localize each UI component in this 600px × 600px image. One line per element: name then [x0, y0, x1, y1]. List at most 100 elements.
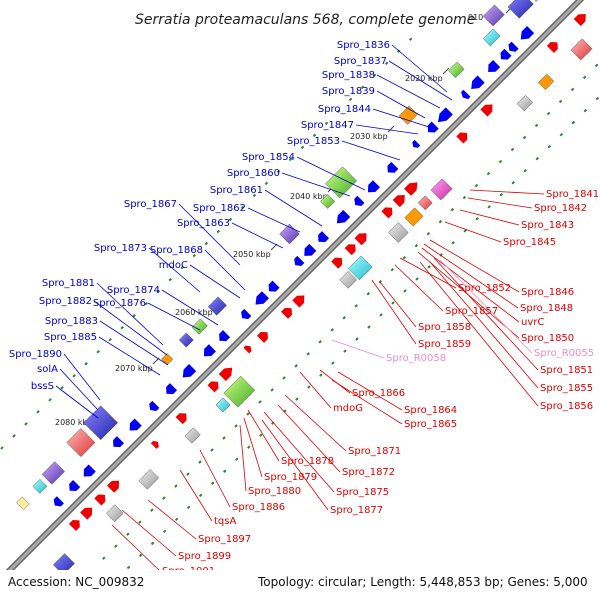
gene-arrow — [294, 255, 305, 267]
guide-dot — [192, 253, 197, 258]
guide-dot — [12, 434, 16, 438]
gene-label: Spro_1877 — [330, 505, 383, 516]
callout-line — [341, 140, 401, 161]
feature-block — [178, 332, 194, 348]
callout-line — [429, 239, 520, 293]
gene-label: Spro_1861 — [210, 185, 263, 196]
callout-line — [394, 264, 444, 312]
guide-dot — [438, 219, 443, 224]
guide-dot — [60, 386, 64, 390]
gene-arrow — [508, 41, 519, 52]
gene-arrow — [336, 209, 351, 224]
guide-dot — [144, 301, 148, 306]
guide-dot — [475, 217, 479, 221]
accession-text: Accession: NC_009832 — [8, 575, 144, 589]
gene-label: Spro_1841 — [546, 189, 599, 200]
callout-line — [264, 189, 323, 227]
guide-dot — [331, 361, 335, 365]
gene-arrow — [107, 480, 120, 493]
gene-label: Spro_1875 — [336, 487, 389, 498]
callout-line — [179, 469, 213, 522]
gene-label: Spro_1868 — [150, 245, 203, 256]
feature-block — [184, 427, 201, 444]
guide-dot — [379, 313, 383, 317]
guide-dot — [72, 374, 76, 378]
tick-mark — [442, 67, 450, 75]
callout-line — [161, 289, 219, 326]
gene-arrow — [113, 436, 125, 448]
guide-dot — [198, 493, 203, 497]
callout-line — [55, 385, 99, 419]
callout-line — [337, 371, 403, 411]
feature-block — [507, 0, 534, 19]
kbp-tick-label: 2080 kbp — [55, 418, 93, 427]
gene-label: Spro_1852 — [458, 283, 511, 294]
gene-arrow — [427, 121, 439, 133]
callout-line — [98, 336, 161, 376]
callout-line — [391, 44, 448, 93]
gene-label: Spro_1881 — [42, 278, 95, 289]
feature-block — [482, 4, 505, 27]
guide-dot — [24, 422, 28, 426]
guide-dot — [138, 520, 142, 524]
callout-line — [96, 282, 164, 346]
feature-block — [417, 195, 433, 211]
guide-dot — [427, 265, 431, 269]
kbp-tick-label: 2070 kbp — [115, 364, 153, 373]
gene-label: Spro_1857 — [445, 306, 498, 317]
guide-dot — [234, 424, 238, 428]
gene-label: Spro_1836 — [337, 40, 390, 51]
gene-arrow — [166, 383, 178, 395]
callout-line — [376, 74, 441, 109]
callout-line — [376, 90, 426, 119]
gene-label: Spro_1866 — [352, 388, 405, 399]
gene-arrow — [243, 345, 252, 354]
kbp-tick-label: 2040 kbp — [290, 192, 328, 201]
gene-arrow — [69, 480, 81, 491]
guide-dot — [204, 241, 209, 246]
guide-dot — [294, 364, 298, 368]
guide-dot — [259, 433, 263, 437]
gene-arrow — [367, 180, 380, 193]
guide-dot — [319, 373, 323, 377]
callout-line — [331, 339, 385, 359]
callout-line — [469, 189, 545, 195]
guide-dot — [499, 193, 503, 197]
callout-line — [299, 371, 332, 409]
gene-label: Spro_1844 — [318, 104, 371, 115]
feature-block — [347, 255, 373, 281]
gene-label: Spro_1886 — [232, 502, 285, 513]
guide-dot — [360, 85, 365, 89]
feature-block — [223, 375, 256, 408]
callout-line — [204, 249, 246, 291]
gene-label: Spro_1864 — [404, 405, 457, 416]
feature-block — [448, 61, 465, 78]
guide-dot — [174, 484, 178, 488]
genome-backbone — [0, 0, 585, 585]
guide-dot — [295, 397, 299, 401]
callout-line — [284, 394, 347, 452]
guide-dot — [235, 457, 239, 461]
gene-label: Spro_1883 — [45, 316, 98, 327]
guide-dot — [343, 349, 347, 353]
guide-dot — [462, 195, 467, 200]
feature-block — [66, 428, 96, 457]
gene-arrow — [203, 344, 216, 357]
gene-label: Spro_R0055 — [534, 348, 594, 359]
guide-dot — [210, 481, 215, 485]
guide-dot — [324, 121, 329, 126]
guide-dot — [570, 87, 575, 92]
guide-dot — [312, 133, 317, 138]
guide-dot — [36, 410, 40, 414]
guide-dot — [168, 277, 172, 282]
feature-block — [570, 38, 593, 61]
gene-label: Spro_1845 — [503, 237, 556, 248]
gene-label: Spro_1865 — [404, 419, 457, 430]
guide-dot — [0, 446, 4, 450]
guide-dot — [583, 108, 588, 113]
gene-label: uvrC — [521, 317, 544, 328]
gene-arrow — [268, 280, 280, 292]
callout-line — [444, 221, 502, 243]
